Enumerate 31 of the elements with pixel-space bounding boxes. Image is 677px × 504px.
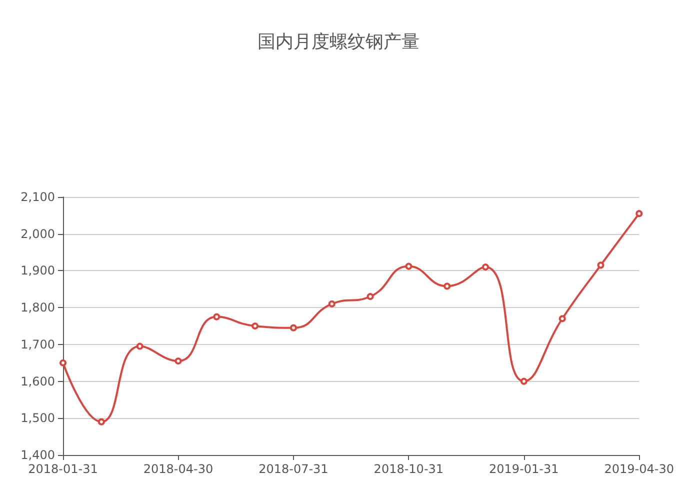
x-tick-label: 2018-01-31 [28, 462, 98, 476]
y-tick-label: 2,100 [20, 190, 55, 204]
point [98, 418, 105, 426]
point [366, 293, 374, 300]
point [290, 324, 297, 332]
y-tick-label: 1,500 [20, 411, 55, 426]
x-tick-label: 2019-01-31 [489, 462, 559, 476]
point [520, 378, 528, 385]
chart-title: 国内月度螺纹钢产量 [258, 32, 420, 52]
x-tick-label: 2018-10-31 [374, 462, 444, 476]
point [636, 210, 643, 218]
y-tick-label: 1,700 [20, 337, 55, 352]
point [213, 313, 220, 320]
x-tick-label: 2018-07-31 [258, 462, 328, 476]
y-tick-label: 1,900 [20, 264, 55, 278]
x-tick-label: 2019-04-30 [604, 462, 674, 476]
point [174, 358, 182, 365]
y-tick-label: 2,000 [20, 226, 55, 241]
point [558, 315, 566, 322]
y-tick-label: 1,400 [20, 448, 55, 462]
point [328, 300, 336, 308]
point [60, 359, 66, 366]
point [444, 282, 451, 290]
y-tick-label: 1,800 [20, 300, 55, 315]
point [597, 262, 604, 269]
point [252, 322, 259, 330]
y-tick-label: 1,600 [20, 374, 55, 388]
point [405, 262, 412, 270]
x-tick-label: 2018-04-30 [143, 462, 214, 476]
point [482, 264, 489, 271]
point [136, 342, 144, 350]
